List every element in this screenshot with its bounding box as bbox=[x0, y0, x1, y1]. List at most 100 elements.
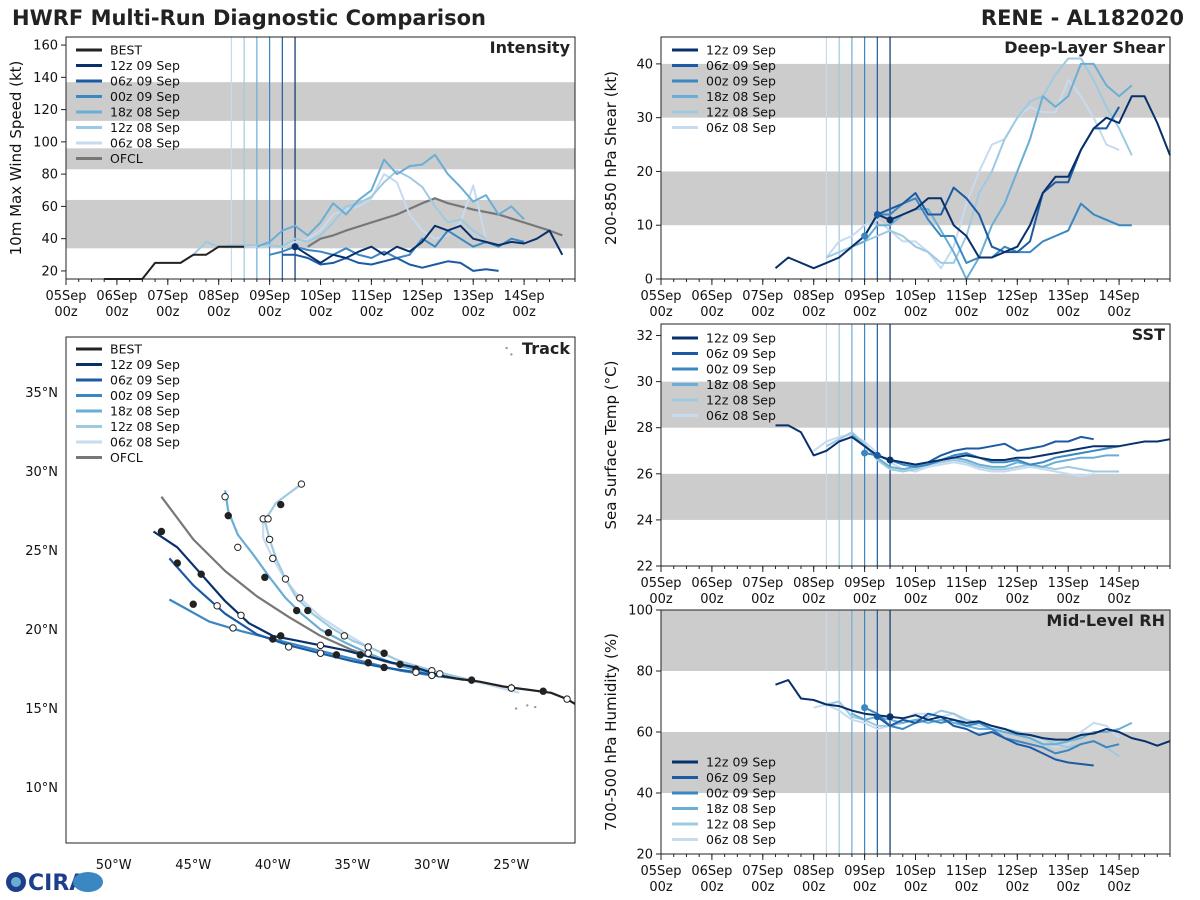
sst-xtick-label: 14Sep bbox=[1099, 576, 1140, 591]
intensity-series-ofcl bbox=[307, 197, 563, 248]
shear-series-12z-08-sep bbox=[826, 57, 1133, 264]
track-marker-06z-09-sep-2 bbox=[316, 649, 325, 657]
intensity-xtick-label: 11Sep bbox=[351, 289, 392, 304]
sst-xtick-label-hour: 00z bbox=[1057, 592, 1081, 607]
sst-legend-label-06z-09-sep: 06z 09 Sep bbox=[706, 346, 776, 361]
intensity-xtick-label-hour: 00z bbox=[512, 305, 536, 320]
shear-marker-1 bbox=[873, 210, 881, 218]
sst-xtick-label-hour: 00z bbox=[751, 592, 775, 607]
shear-shade-band-1 bbox=[661, 63, 1170, 118]
shear-xtick-label-hour: 00z bbox=[802, 305, 826, 320]
track-title: Track bbox=[522, 339, 570, 358]
intensity-ytick-label: 100 bbox=[33, 135, 58, 150]
track-lat-label: 15°N bbox=[25, 702, 58, 717]
shear-xtick-label-hour: 00z bbox=[955, 305, 979, 320]
track-marker-12z-09-sep-3 bbox=[277, 632, 285, 640]
intensity-xtick-label: 05Sep bbox=[45, 289, 86, 304]
shear-xtick-label-hour: 00z bbox=[853, 305, 877, 320]
intensity-series-12z-08-sep bbox=[179, 169, 487, 264]
rh-xtick-label-hour: 00z bbox=[700, 880, 724, 895]
intensity-xtick-label-hour: 00z bbox=[105, 305, 129, 320]
sst-marker-0 bbox=[886, 456, 894, 464]
intensity-xtick-label-hour: 00z bbox=[207, 305, 231, 320]
intensity-legend-label-12z-09-sep: 12z 09 Sep bbox=[110, 58, 180, 73]
page-title: HWRF Multi-Run Diagnostic Comparison bbox=[12, 6, 486, 30]
track-legend-label-12z-09-sep: 12z 09 Sep bbox=[110, 357, 180, 372]
track-marker-12z-09-sep-2 bbox=[316, 641, 325, 650]
track-legend-label-18z-08-sep: 18z 08 Sep bbox=[110, 404, 180, 419]
intensity-xtick-label: 06Sep bbox=[96, 289, 137, 304]
intensity-xtick-label: 12Sep bbox=[402, 289, 443, 304]
track-lon-label: 50°W bbox=[96, 858, 132, 873]
sst-ylabel: Sea Surface Temp (°C) bbox=[602, 360, 620, 529]
track-lat-label: 20°N bbox=[25, 623, 58, 638]
intensity-xtick-label: 13Sep bbox=[453, 289, 494, 304]
island-dot-4 bbox=[505, 346, 508, 350]
sst-panel: 22242628303205Sep00z06Sep00z07Sep00z08Se… bbox=[602, 323, 1171, 607]
rh-ytick-label: 80 bbox=[636, 665, 653, 680]
rh-legend-label-12z-09-sep: 12z 09 Sep bbox=[706, 755, 776, 770]
track-marker-best-1 bbox=[539, 687, 547, 695]
track-legend-label-06z-08-sep: 06z 08 Sep bbox=[110, 435, 180, 450]
sst-xtick-label: 07Sep bbox=[742, 576, 783, 591]
rh-ylabel: 700-500 hPa Humidity (%) bbox=[602, 633, 620, 831]
sst-xtick-label-hour: 00z bbox=[853, 592, 877, 607]
shear-xtick-label-hour: 00z bbox=[904, 305, 928, 320]
globe-inner-icon bbox=[11, 877, 21, 887]
sst-shade-band-0 bbox=[661, 473, 1170, 520]
rh-xtick-label-hour: 00z bbox=[1107, 880, 1131, 895]
shear-legend-label-12z-09-sep: 12z 09 Sep bbox=[706, 43, 776, 58]
shear-xtick-label: 14Sep bbox=[1099, 289, 1140, 304]
intensity-xtick-label: 14Sep bbox=[504, 289, 545, 304]
track-marker-12z-09-sep-1 bbox=[356, 651, 364, 659]
shear-series-18z-08-sep bbox=[851, 62, 1133, 280]
sst-legend-label-12z-08-sep: 12z 08 Sep bbox=[706, 393, 776, 408]
rh-xtick-label: 14Sep bbox=[1099, 864, 1140, 879]
track-marker-06z-08-sep-4 bbox=[269, 554, 277, 563]
storm-id: RENE - AL182020 bbox=[981, 6, 1184, 30]
track-marker-00z-09-sep-2 bbox=[332, 651, 341, 659]
rh-title: Mid-Level RH bbox=[1046, 611, 1165, 630]
track-marker-best-2 bbox=[507, 684, 516, 692]
sst-xtick-label-hour: 00z bbox=[649, 592, 673, 607]
shear-xtick-label-hour: 00z bbox=[1057, 305, 1081, 320]
shear-legend-label-06z-09-sep: 06z 09 Sep bbox=[706, 58, 776, 73]
rh-ytick-label: 60 bbox=[636, 726, 653, 741]
intensity-xtick-label-hour: 00z bbox=[360, 305, 384, 320]
rh-legend-label-06z-08-sep: 06z 08 Sep bbox=[706, 832, 776, 847]
intensity-legend-label-18z-08-sep: 18z 08 Sep bbox=[110, 105, 180, 120]
track-marker-12z-08-sep-7 bbox=[277, 500, 285, 509]
track-marker-18z-08-sep-3 bbox=[292, 606, 301, 615]
track-marker-12z-08-sep-3 bbox=[304, 606, 312, 615]
shear-ytick-label: 30 bbox=[636, 111, 653, 126]
intensity-series-18z-08-sep bbox=[256, 153, 525, 248]
intensity-ytick-label: 80 bbox=[41, 168, 58, 183]
track-legend-label-06z-09-sep: 06z 09 Sep bbox=[110, 373, 180, 388]
shear-ytick-label: 0 bbox=[645, 273, 653, 288]
rh-xtick-label: 08Sep bbox=[793, 864, 834, 879]
sst-ytick-label: 32 bbox=[636, 329, 653, 344]
track-marker-06z-09-sep-0 bbox=[412, 668, 420, 676]
rh-legend-label-00z-09-sep: 00z 09 Sep bbox=[706, 786, 776, 801]
rh-xtick-label-hour: 00z bbox=[904, 880, 928, 895]
rh-xtick-label: 13Sep bbox=[1048, 864, 1089, 879]
track-lon-label: 25°W bbox=[493, 858, 529, 873]
track-marker-18z-08-sep-2 bbox=[324, 628, 333, 637]
intensity-legend-label-00z-09-sep: 00z 09 Sep bbox=[110, 89, 180, 104]
swirl-icon bbox=[73, 872, 103, 892]
track-marker-06z-09-sep-4 bbox=[213, 602, 221, 610]
intensity-xtick-label: 08Sep bbox=[198, 289, 239, 304]
cira-logo: CIRA bbox=[6, 871, 103, 896]
intensity-ytick-label: 140 bbox=[33, 71, 58, 86]
shear-ytick-label: 20 bbox=[636, 165, 653, 180]
intensity-series-best bbox=[104, 245, 245, 280]
shear-xtick-label: 13Sep bbox=[1048, 289, 1089, 304]
shear-legend-label-12z-08-sep: 12z 08 Sep bbox=[706, 105, 776, 120]
sst-xtick-label: 05Sep bbox=[640, 576, 681, 591]
intensity-shade-band-1 bbox=[66, 148, 575, 170]
shear-xtick-label: 12Sep bbox=[997, 289, 1038, 304]
rh-marker-1 bbox=[873, 713, 881, 721]
intensity-legend-label-best: BEST bbox=[110, 43, 142, 58]
rh-xtick-label: 11Sep bbox=[946, 864, 987, 879]
shear-xtick-label-hour: 00z bbox=[649, 305, 673, 320]
